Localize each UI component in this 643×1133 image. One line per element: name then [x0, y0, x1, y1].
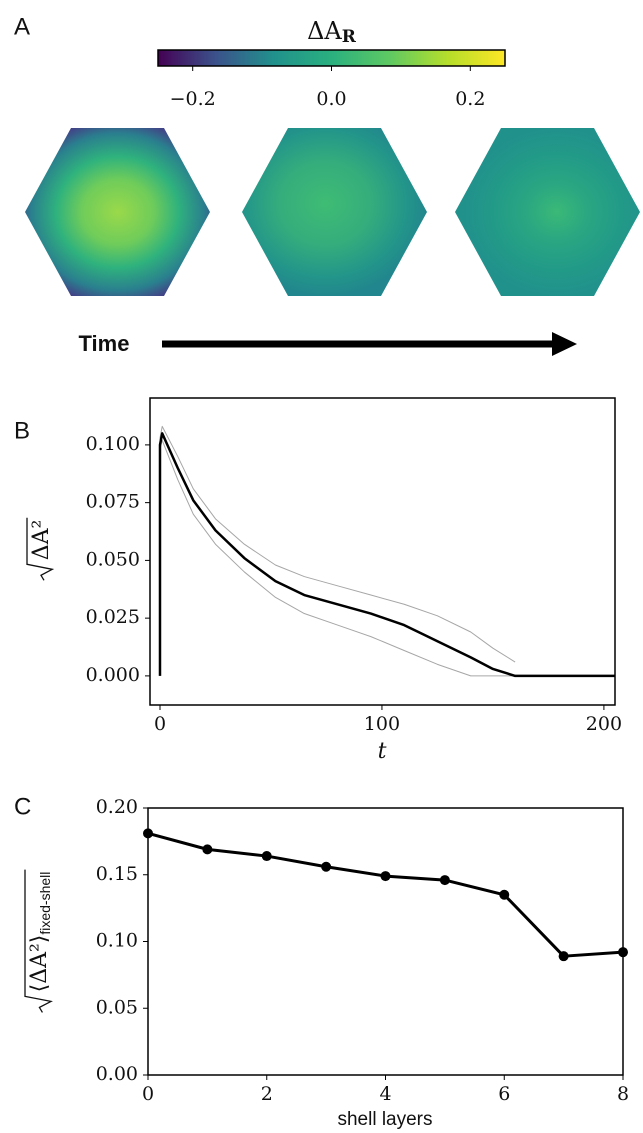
marker [321, 861, 332, 872]
panel-letter: A [14, 13, 30, 40]
marker [499, 889, 510, 900]
time-arrowhead [552, 332, 577, 356]
marker [439, 875, 450, 886]
y-label-sub: fixed-shell [37, 872, 53, 935]
x-axis-label: shell layers [337, 1109, 432, 1130]
x-tick-label: 200 [586, 713, 622, 735]
plot-frame [149, 397, 616, 706]
label-sub: R [342, 27, 357, 47]
y-label-main: ⟨ΔA²⟩ [27, 935, 52, 993]
y-tick-label: 0.025 [86, 606, 140, 628]
y-tick-label: 0.20 [96, 796, 138, 818]
colorbar [157, 49, 506, 67]
x-tick-label: 8 [617, 1083, 629, 1105]
hexagon-map [455, 128, 640, 296]
y-label-main: ΔA² [29, 520, 54, 561]
x-tick-label: 4 [379, 1083, 391, 1105]
tick-label: 0.2 [455, 88, 485, 110]
y-tick-label: 0.15 [96, 863, 138, 885]
y-tick-label: 0.050 [86, 548, 140, 570]
radical [24, 869, 53, 1013]
hexagon-map [242, 128, 427, 296]
y-axis-label: ΔA² [29, 520, 54, 561]
label: ΔA [307, 17, 342, 45]
x-tick-label: 100 [364, 713, 400, 735]
marker [380, 871, 391, 882]
tick-label: −0.2 [170, 88, 216, 110]
series-line [158, 432, 615, 678]
hexagon-map [25, 128, 210, 296]
series-line [159, 439, 516, 677]
series-line [148, 831, 623, 958]
x-tick-label: 0 [154, 713, 166, 735]
marker [261, 851, 272, 862]
series-line [159, 425, 516, 676]
y-tick-label: 0.10 [96, 930, 138, 952]
radical [26, 517, 55, 581]
y-axis-label: ⟨ΔA²⟩fixed-shell [27, 872, 53, 993]
y-axis-label-group: ΔA² [26, 517, 55, 581]
y-tick-label: 0.075 [86, 491, 140, 513]
x-tick-label: 6 [498, 1083, 510, 1105]
panel-letter: C [14, 793, 31, 820]
plot-frame [147, 807, 624, 1076]
y-tick-label: 0.100 [86, 433, 140, 455]
x-axis-label: t [378, 739, 387, 764]
panel-letter: B [14, 417, 30, 444]
y-axis-label-group: ⟨ΔA²⟩fixed-shell [24, 869, 53, 1013]
marker [202, 844, 213, 855]
y-tick-label: 0.000 [86, 664, 140, 686]
y-tick-label: 0.00 [96, 1063, 138, 1085]
y-tick-label: 0.05 [96, 996, 138, 1018]
marker [558, 951, 569, 962]
time-label: Time [79, 331, 130, 356]
x-tick-label: 2 [261, 1083, 273, 1105]
tick-label: 0.0 [316, 88, 346, 110]
colorbar-title: ΔAR [307, 17, 357, 47]
x-tick-label: 0 [142, 1083, 154, 1105]
